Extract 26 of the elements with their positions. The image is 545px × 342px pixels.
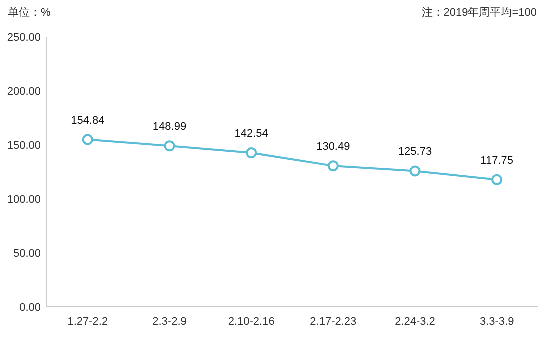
y-tick-label: 0.00 — [20, 302, 41, 314]
y-tick-label: 100.00 — [7, 194, 41, 206]
x-tick-label: 1.27-2.2 — [68, 316, 108, 328]
point — [410, 166, 421, 177]
data-label: 125.73 — [398, 146, 432, 158]
x-tick-label: 2.3-2.9 — [152, 316, 187, 328]
text: 单位：% — [8, 6, 51, 19]
point — [492, 174, 503, 186]
x-tick-label: 2.17-2.23 — [310, 316, 357, 328]
data-label: 142.54 — [234, 128, 268, 140]
text: 注：2019年周平均=100 — [422, 6, 537, 19]
point — [82, 134, 94, 146]
point — [164, 140, 176, 152]
data-label: 154.84 — [71, 114, 105, 127]
data-label: 130.49 — [316, 141, 350, 154]
point — [246, 148, 258, 159]
data-label: 148.99 — [152, 121, 187, 134]
x-tick-label: 2.24-3.2 — [395, 316, 436, 328]
point — [328, 160, 339, 172]
data-label: 117.75 — [480, 154, 514, 167]
y-tick-label: 250.00 — [7, 32, 41, 44]
x-tick-label: 3.3-3.9 — [480, 316, 514, 328]
x-tick-label: 2.10-2.16 — [228, 316, 275, 328]
y-tick-label: 50.00 — [13, 248, 41, 260]
y-tick-label: 150.00 — [7, 140, 41, 152]
y-tick-label: 200.00 — [7, 86, 41, 98]
